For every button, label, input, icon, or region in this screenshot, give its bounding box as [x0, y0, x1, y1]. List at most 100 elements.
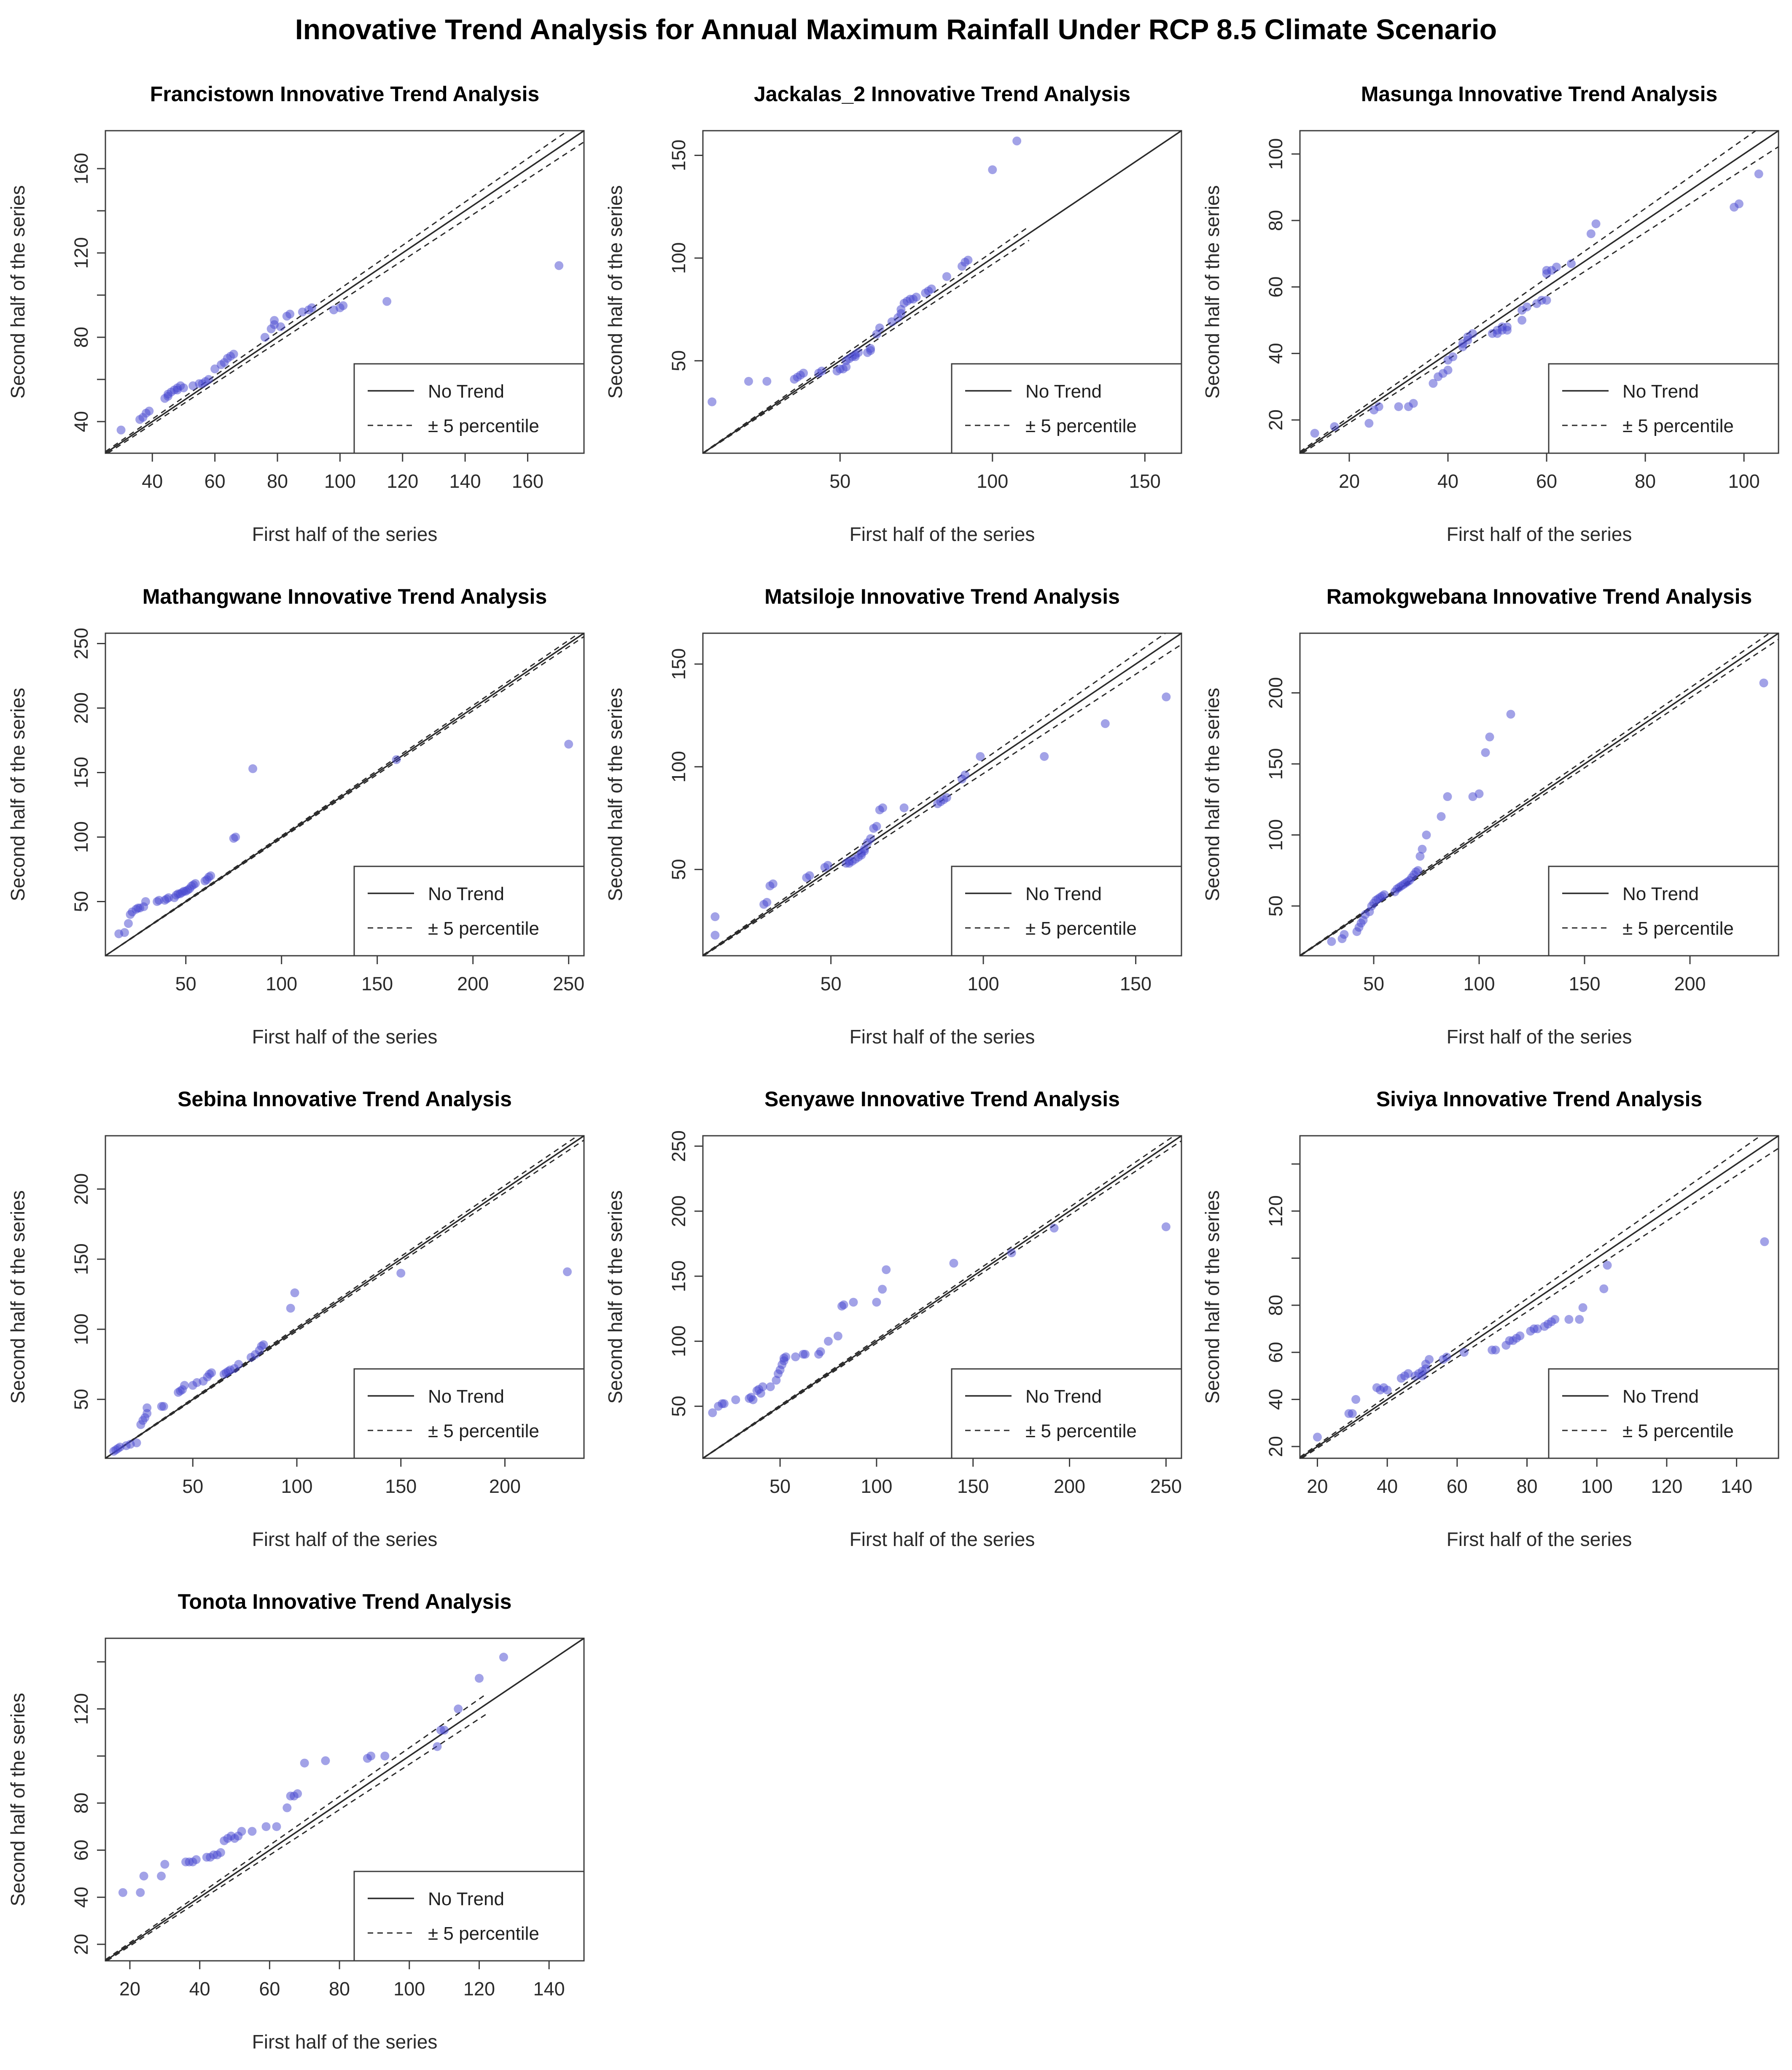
data-point: [1533, 1324, 1542, 1333]
no-trend-line: [702, 1135, 1182, 1459]
data-point: [145, 406, 154, 416]
data-point: [564, 739, 573, 749]
x-tick-label: 60: [204, 470, 226, 492]
y-tick-label: 100: [1265, 819, 1286, 851]
data-point: [1760, 1237, 1769, 1246]
data-point: [1575, 1315, 1584, 1324]
x-tick-label: 140: [533, 1978, 565, 2000]
data-point: [816, 1347, 825, 1356]
y-axis-label: Second half of the series: [7, 1190, 29, 1403]
data-point: [877, 1285, 887, 1294]
y-tick-label: 120: [70, 1693, 92, 1725]
data-point: [942, 793, 951, 802]
data-point: [875, 323, 884, 333]
percentile-band-lower: [702, 1140, 1181, 1458]
no-trend-line: [105, 1637, 584, 1962]
data-point: [207, 1368, 216, 1377]
data-point: [234, 1360, 243, 1369]
subplot-title: Siviya Innovative Trend Analysis: [1376, 1087, 1702, 1111]
data-point: [1161, 1222, 1170, 1231]
x-tick-label: 50: [820, 973, 841, 995]
data-point: [839, 1300, 848, 1309]
no-trend-line: [702, 632, 1182, 957]
x-tick-label: 100: [324, 470, 356, 492]
subplot-jackalas-2: Jackalas_2 Innovative Trend Analysis Seco…: [604, 82, 1182, 545]
y-tick-label: 150: [668, 140, 689, 171]
data-point: [1474, 789, 1484, 798]
data-point: [744, 376, 753, 386]
x-tick-label: 140: [449, 470, 481, 492]
legend-no-trend-label: No Trend: [1622, 381, 1699, 402]
percentile-band-upper: [702, 226, 1029, 453]
data-point: [1039, 752, 1049, 761]
data-point: [1007, 1248, 1016, 1258]
data-point: [1409, 399, 1418, 408]
data-point: [260, 333, 269, 342]
x-tick-label: 200: [457, 973, 489, 995]
x-tick-label: 50: [1363, 973, 1384, 995]
x-tick-label: 40: [1437, 470, 1458, 492]
x-tick-label: 50: [175, 973, 196, 995]
x-tick-label: 20: [119, 1978, 140, 2000]
data-point: [1310, 429, 1319, 438]
data-point: [912, 293, 921, 302]
data-point: [283, 1803, 292, 1812]
data-point: [157, 1871, 166, 1881]
legend-percentile-label: ± 5 percentile: [1025, 1421, 1137, 1441]
subplot-ramokgwebana: Ramokgwebana Innovative Trend Analysis Se…: [1201, 585, 1779, 1048]
x-tick-label: 60: [1447, 1476, 1468, 1497]
data-point: [276, 322, 285, 331]
legend-box: [951, 1368, 1182, 1459]
data-point: [710, 930, 720, 940]
percentile-band-upper: [105, 1136, 578, 1458]
subplot-title: Francistown Innovative Trend Analysis: [150, 82, 539, 106]
data-point: [248, 1827, 257, 1836]
x-axis-label: First half of the series: [1447, 1026, 1632, 1048]
data-point: [143, 1403, 152, 1412]
data-point: [272, 1822, 281, 1831]
legend-no-trend-label: No Trend: [1025, 381, 1102, 402]
data-point: [878, 803, 887, 812]
no-trend-line: [1300, 1135, 1779, 1459]
data-point: [563, 1267, 572, 1277]
data-point: [191, 1855, 201, 1864]
subplot-title: Tonota Innovative Trend Analysis: [178, 1590, 512, 1613]
percentile-band-upper: [1300, 1136, 1761, 1458]
data-point: [762, 898, 771, 907]
data-point: [300, 1758, 309, 1768]
data-point: [1443, 366, 1453, 375]
data-point: [960, 770, 969, 780]
y-tick-label: 100: [668, 1325, 689, 1357]
percentile-band-upper: [702, 1136, 1174, 1458]
y-tick-label: 60: [70, 1840, 92, 1861]
data-point: [1735, 199, 1744, 209]
x-tick-label: 120: [1651, 1476, 1683, 1497]
y-tick-label: 60: [1265, 1342, 1286, 1363]
data-point: [1100, 719, 1110, 728]
y-axis-label: Second half of the series: [7, 688, 29, 901]
x-tick-label: 80: [267, 470, 288, 492]
subplot-matsiloje: Matsiloje Innovative Trend Analysis Secon…: [604, 585, 1182, 1048]
percentile-band-upper: [105, 131, 568, 452]
subplot-grid: Francistown Innovative Trend Analysis Sec…: [0, 59, 1792, 2069]
data-point: [229, 349, 238, 359]
plot-panel-border: [1299, 1135, 1779, 1459]
data-point: [1415, 852, 1425, 861]
data-point: [1422, 831, 1431, 840]
data-point: [731, 1395, 740, 1404]
plot-panel-border: [1299, 130, 1779, 454]
legend-percentile-label: ± 5 percentile: [1025, 416, 1137, 436]
data-point: [719, 1399, 729, 1408]
data-point: [707, 397, 716, 406]
data-point: [339, 301, 348, 310]
x-tick-label: 60: [1536, 470, 1557, 492]
x-tick-label: 200: [489, 1476, 521, 1497]
legend-percentile-label: ± 5 percentile: [428, 1421, 539, 1441]
legend-no-trend-label: No Trend: [428, 1386, 504, 1407]
data-point: [781, 1352, 790, 1361]
data-point: [1327, 937, 1336, 946]
data-point: [216, 1848, 225, 1857]
y-tick-label: 20: [1265, 409, 1286, 430]
y-tick-label: 200: [70, 1173, 92, 1205]
data-point: [259, 1340, 268, 1350]
